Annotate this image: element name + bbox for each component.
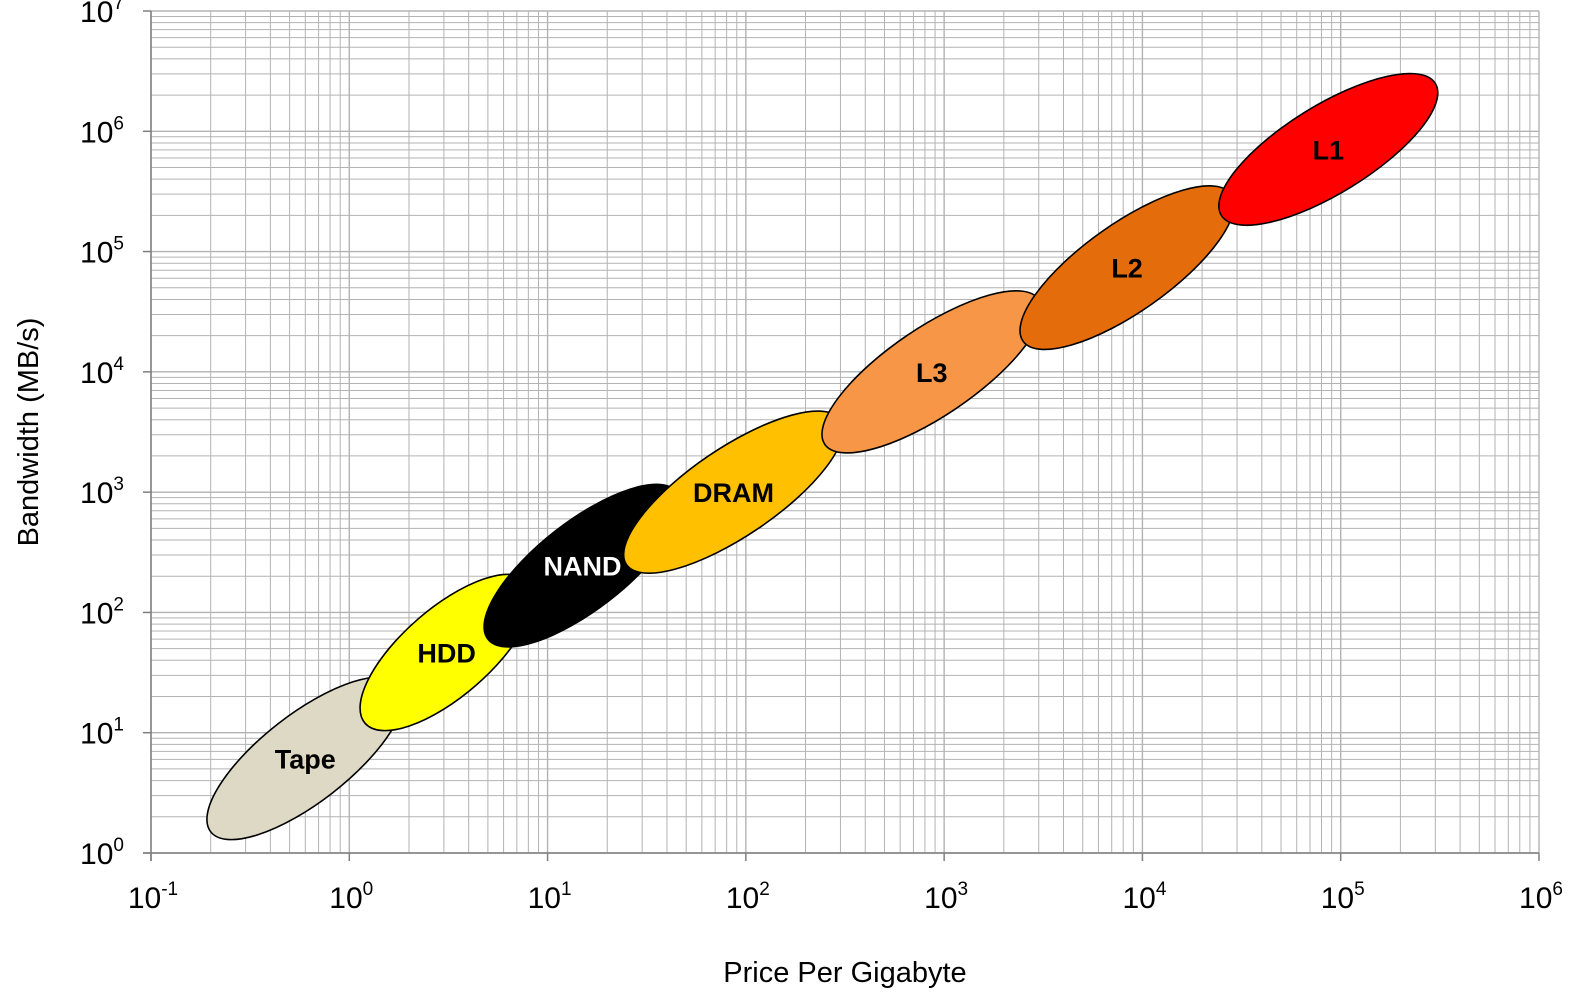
region-label-l2: L2: [1111, 254, 1143, 284]
y-axis-title: Bandwidth (MB/s): [13, 318, 45, 547]
y-tick-label: 102: [80, 594, 124, 630]
y-tick-label: 107: [80, 0, 124, 29]
y-tick-label: 103: [80, 474, 124, 510]
grid-lines: [150, 10, 1540, 854]
region-labels: Tape HDD NAND DRAM L3 L2 L1: [275, 135, 1344, 774]
x-tick-label: 105: [1321, 879, 1365, 915]
y-tick-label: 104: [80, 354, 124, 390]
x-tick-label: 106: [1519, 879, 1563, 915]
y-tick-label: 100: [80, 835, 124, 871]
region-label-hdd: HDD: [417, 638, 476, 668]
regions: [206, 72, 1439, 841]
tick-labels: 10-1 100 101 102 103 104 105 106100101102103104…: [80, 0, 1563, 915]
region-label-l1: L1: [1313, 135, 1345, 165]
x-tick-label: 103: [924, 879, 968, 915]
y-tick-label: 106: [80, 113, 124, 149]
x-tick-label: 102: [726, 879, 770, 915]
region-l1: [1218, 72, 1439, 227]
x-tick-label: 10-1: [128, 879, 178, 915]
region-label-dram: DRAM: [693, 478, 774, 508]
x-tick-label: 100: [329, 879, 373, 915]
y-tick-label: 105: [80, 234, 124, 270]
x-axis-title: Price Per Gigabyte: [723, 957, 966, 989]
x-tick-label: 104: [1122, 879, 1166, 915]
axes: [143, 10, 1540, 861]
region-label-tape: Tape: [275, 744, 336, 774]
region-label-nand: NAND: [543, 552, 621, 582]
x-tick-label: 101: [528, 879, 572, 915]
y-tick-label: 101: [80, 715, 124, 751]
region-label-l3: L3: [916, 358, 948, 388]
